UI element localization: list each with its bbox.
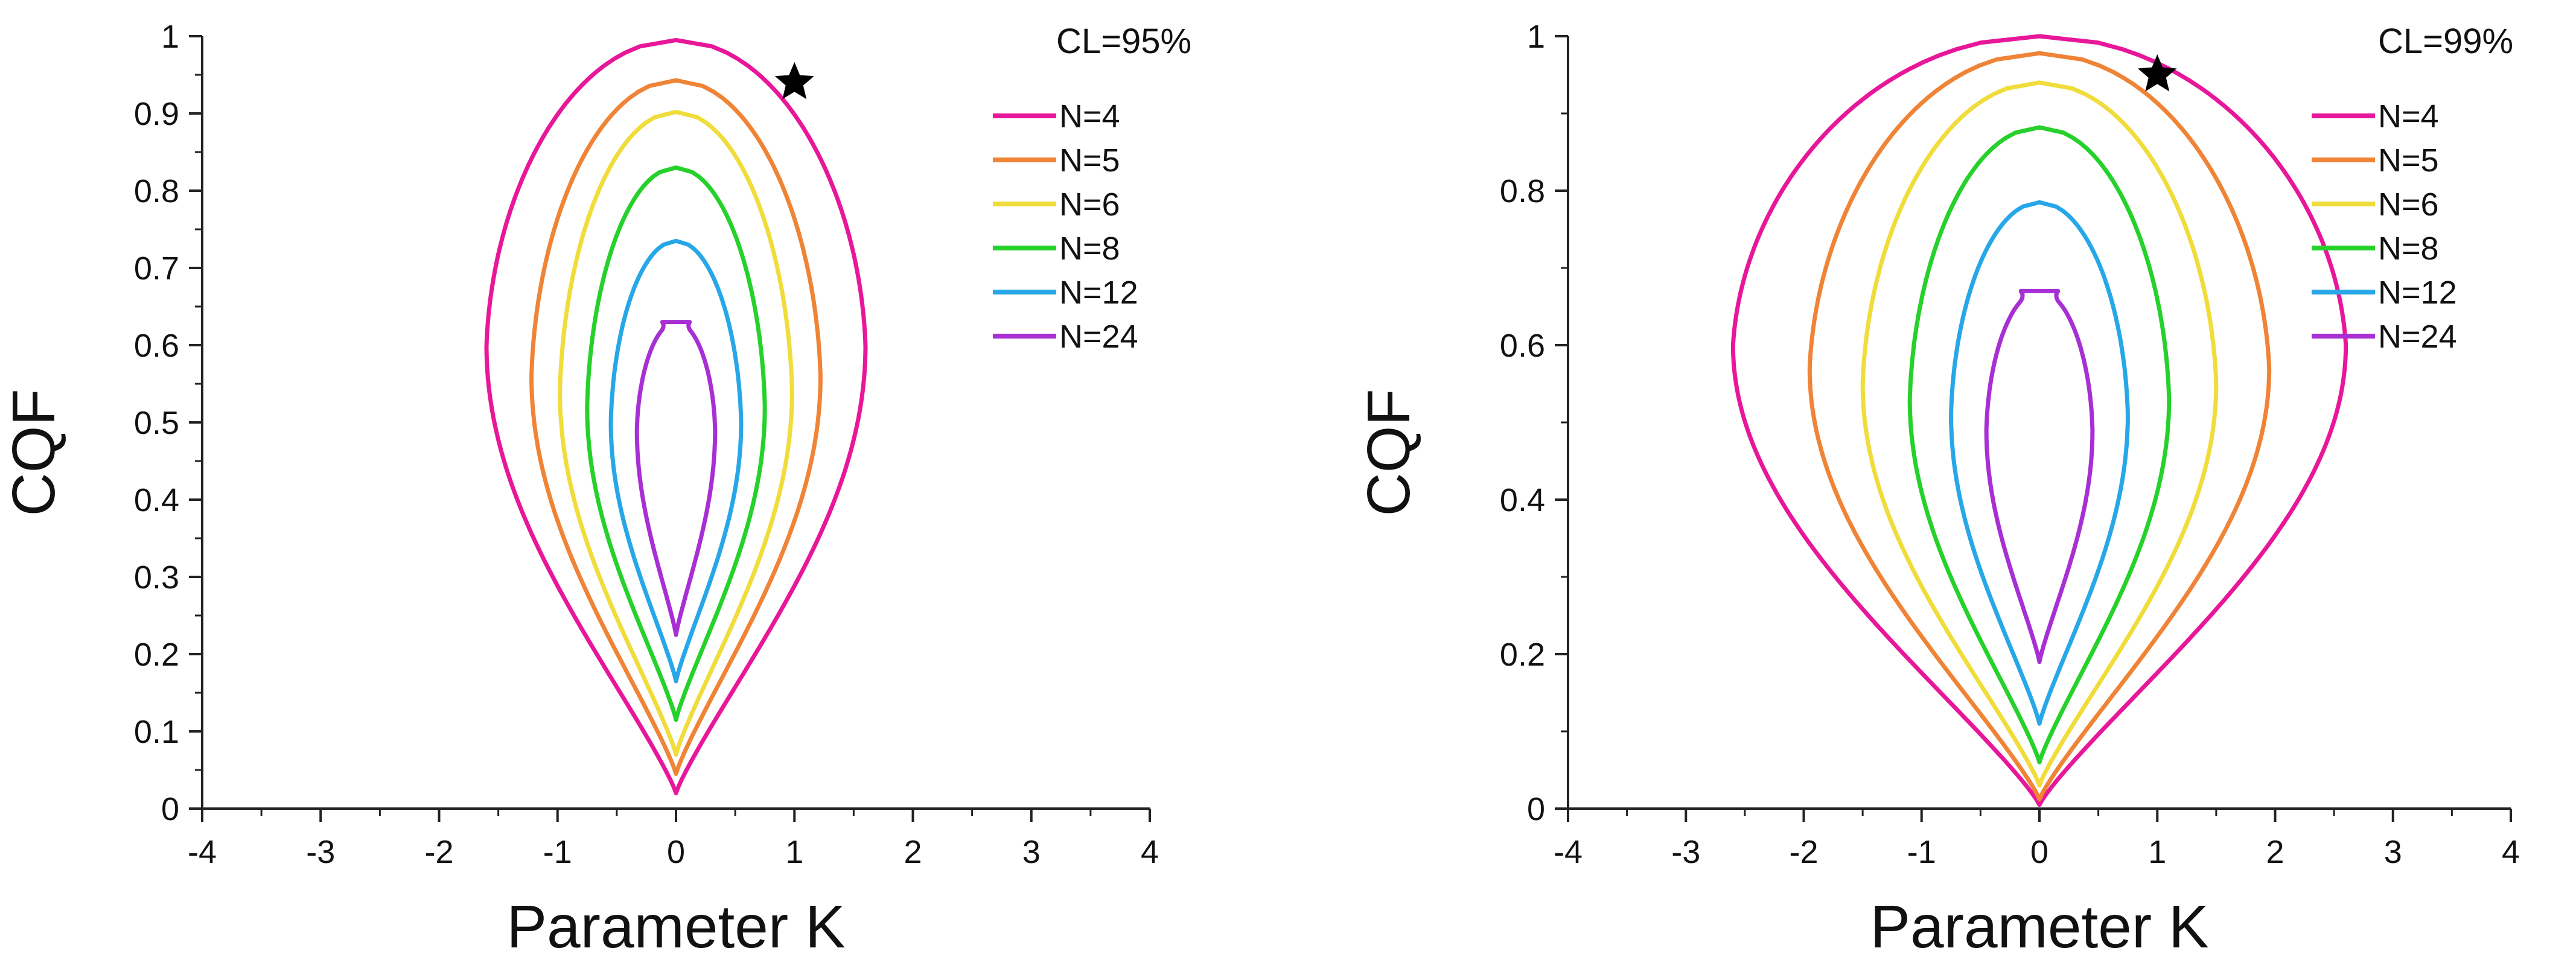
series-line-n-12: [1949, 200, 2130, 726]
series-line-n-24: [634, 320, 718, 637]
y-tick-label: 0.8: [134, 173, 179, 209]
y-tick-label: 0.6: [1500, 328, 1545, 364]
x-tick-label: -4: [1554, 834, 1583, 870]
y-tick-label: 0: [161, 791, 179, 827]
x-tick-label: 4: [1141, 834, 1159, 870]
star-icon: [774, 62, 814, 100]
x-tick-label: -3: [1671, 834, 1700, 870]
legend: N=4 N=5 N=6 N=8 N=12 N=24: [2312, 98, 2457, 355]
legend-label: N=8: [1059, 231, 1120, 267]
y-tick-label: 0.8: [1500, 173, 1545, 209]
legend-label: N=5: [2378, 142, 2439, 179]
legend-label: N=8: [2378, 231, 2439, 267]
series-line-n-4: [484, 37, 868, 795]
x-tick-label: 0: [667, 834, 685, 870]
y-tick-label: 0.3: [134, 559, 179, 596]
x-tick-label: 2: [904, 834, 922, 870]
y-tick-label: 0.4: [134, 482, 179, 518]
x-tick-label: -2: [1789, 834, 1818, 870]
y-tick-label: 0.7: [134, 250, 179, 287]
y-axis-title: CQF: [1355, 389, 1423, 516]
y-tick-label: 0.2: [134, 637, 179, 673]
y-tick-label: 0.2: [1500, 637, 1545, 673]
legend-label: N=12: [1059, 275, 1138, 311]
chart-cl95: -4 -3 -2 -1 0 1 2 3 4 0 0.1 0.2 0.3 0.4 0.5 0.6 0.7 0.8 0.…: [0, 19, 1191, 961]
series-line-n-5: [1807, 51, 2272, 802]
y-tick-label: 0.5: [134, 405, 179, 441]
x-tick-label: 3: [2384, 834, 2402, 870]
y-tick-label: 0.9: [134, 96, 179, 132]
legend-label: N=6: [2378, 186, 2439, 223]
series-line-n-12: [608, 238, 744, 684]
confidence-level-label: CL=99%: [2378, 22, 2513, 61]
x-tick-label: -4: [188, 834, 217, 870]
y-tick-label: 0.4: [1500, 482, 1545, 518]
legend-label: N=5: [1059, 142, 1120, 179]
x-tick-label: 3: [1022, 834, 1041, 870]
series-line-n-8: [585, 165, 767, 722]
x-tick-label: 1: [2148, 834, 2166, 870]
series-line-n-6: [1860, 80, 2219, 788]
y-tick-label: 0.6: [134, 328, 179, 364]
x-tick-label: -2: [424, 834, 453, 870]
y-tick-label: 0.1: [134, 714, 179, 750]
x-axis-title: Parameter K: [506, 893, 845, 961]
legend-label: N=12: [2378, 275, 2457, 311]
series-line-n-24: [1984, 288, 2095, 664]
y-tick-label: 1: [161, 19, 179, 55]
y-axis-title: CQF: [0, 389, 68, 516]
x-tick-label: -1: [1907, 834, 1936, 870]
series-line-n-8: [1907, 125, 2172, 765]
x-axis-title: Parameter K: [1870, 893, 2208, 961]
x-tick-label: 0: [2030, 834, 2048, 870]
y-tick-label: 0: [1527, 791, 1545, 827]
legend-label: N=4: [1059, 98, 1120, 135]
series-line-n-5: [529, 78, 823, 776]
confidence-level-label: CL=95%: [1056, 22, 1191, 61]
chart-cl99: -4 -3 -2 -1 0 1 2 3 4 0 0.2 0.4 0.6 0.8 1 Parameter K CQ…: [1355, 19, 2520, 961]
legend-label: N=6: [1059, 186, 1120, 223]
x-tick-label: 1: [785, 834, 803, 870]
x-tick-label: 4: [2502, 834, 2520, 870]
x-tick-label: 2: [2266, 834, 2284, 870]
star-icon: [2137, 54, 2177, 92]
x-tick-label: -1: [543, 834, 572, 870]
legend-label: N=24: [2378, 319, 2457, 355]
series-line-n-6: [558, 109, 794, 757]
legend-label: N=24: [1059, 319, 1138, 355]
legend-label: N=4: [2378, 98, 2439, 135]
x-tick-label: -3: [306, 834, 335, 870]
legend: N=4 N=5 N=6 N=8 N=12 N=24: [993, 98, 1138, 355]
series-line-n-4: [1730, 34, 2348, 807]
y-tick-label: 1: [1527, 19, 1545, 55]
